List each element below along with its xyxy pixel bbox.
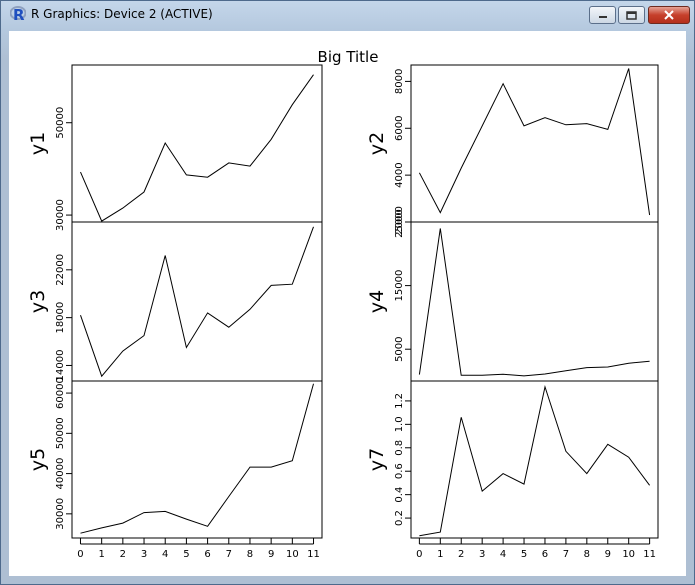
panel-y1-ytick-label: 50000	[55, 107, 66, 139]
panel-y5-xtick-label: 4	[162, 549, 168, 560]
chart-canvas: Big Title 3000050000y12000400060008000y2…	[27, 48, 659, 560]
panel-y5-ytick-label: 30000	[55, 498, 66, 530]
panel-y5-ytick-label: 40000	[55, 458, 66, 490]
panel-y7-frame	[410, 380, 659, 539]
panel-y5-ytick-label: 50000	[55, 417, 66, 449]
panel-y5-ylabel: y5	[27, 448, 49, 471]
panel-y7-xtick-label: 11	[643, 549, 656, 560]
panel-y4-ytick-label: 25000	[394, 206, 405, 238]
maximize-icon	[626, 10, 637, 20]
panel-y7-xtick-label: 7	[563, 549, 569, 560]
panel-y7-ylabel: y7	[366, 448, 388, 471]
chart-title: Big Title	[318, 48, 379, 66]
panel-y4-ylabel: y4	[366, 290, 388, 313]
svg-text:R: R	[13, 6, 25, 23]
panel-y3-ytick-label: 14000	[55, 350, 66, 382]
panel-y7-xtick-label: 3	[479, 549, 485, 560]
panel-y5-xtick-label: 11	[307, 549, 320, 560]
panel-y3-series-line	[80, 226, 314, 378]
panel-y7-series-line	[419, 384, 651, 537]
r-logo-icon[interactable]: R	[10, 5, 26, 23]
panel-y4-ytick-label: 5000	[394, 336, 405, 361]
panel-y7-ytick-label: 0.4	[394, 487, 405, 503]
maximize-button[interactable]	[618, 6, 645, 24]
panel-y2-frame	[410, 64, 659, 223]
panel-y3-ytick-label: 22000	[55, 254, 66, 286]
panel-y2-ylabel: y2	[366, 132, 388, 155]
panel-y5-series-line	[80, 383, 314, 534]
panel-y1-series-line	[80, 74, 314, 222]
panel-y3-ytick-label: 18000	[55, 302, 66, 334]
panel-y5-xtick-label: 8	[247, 549, 253, 560]
close-icon	[664, 10, 674, 20]
panel-y5-xtick-label: 6	[204, 549, 210, 560]
close-button[interactable]	[648, 6, 690, 24]
plot-area: Big Title 30000 50000 y1 2000 4000 6000 8000 y2…	[9, 31, 686, 576]
panel-y7-xtick-label: 6	[542, 549, 548, 560]
minimize-button[interactable]	[589, 6, 616, 24]
panel-y1-frame	[71, 64, 323, 223]
panel-y7-xtick-label: 5	[521, 549, 527, 560]
panel-y7-xtick-label: 1	[437, 549, 443, 560]
panel-y5-xtick-label: 0	[77, 549, 83, 560]
panel-y5-xtick-label: 9	[268, 549, 274, 560]
panel-y7-xtick-label: 0	[416, 549, 422, 560]
panel-y3-frame	[71, 221, 323, 382]
panel-y7-ytick-label: 0.8	[394, 440, 405, 456]
panel-y7-xtick-label: 2	[458, 549, 464, 560]
panel-y7-ytick-label: 1.0	[394, 416, 405, 432]
window-title: R Graphics: Device 2 (ACTIVE)	[31, 7, 213, 21]
panel-y7-xtick-label: 9	[605, 549, 611, 560]
panel-y1-ytick-label: 30000	[55, 199, 66, 231]
panel-y2-ytick-label: 4000	[394, 162, 405, 187]
panel-y4-ytick-label: 15000	[394, 270, 405, 302]
panel-y1-ylabel: y1	[27, 132, 49, 155]
panel-y4-series-line	[418, 228, 650, 377]
panel-y7-ytick-label: 0.2	[394, 510, 405, 526]
panel-y3-ylabel: y3	[27, 290, 49, 313]
panel-y7-xtick-label: 8	[584, 549, 590, 560]
panel-y7-xtick-label: 4	[500, 549, 506, 560]
panel-y5-xtick-label: 3	[141, 549, 147, 560]
panel-y2-ytick-label: 2000	[394, 209, 405, 234]
panel-y2-ytick-label: 6000	[394, 116, 405, 141]
panel-y7-xtick-label: 10	[622, 549, 635, 560]
panel-y4-frame	[410, 221, 659, 382]
panel-y5-frame	[71, 380, 323, 539]
panel-y5-xtick-label: 5	[183, 549, 189, 560]
panel-y5-ytick-label: 60000	[55, 377, 66, 409]
panel-y7-ytick-label: 0.6	[394, 463, 405, 479]
panel-y7-ytick-label: 1.2	[394, 393, 405, 409]
panel-y2-ytick-label: 8000	[394, 69, 405, 94]
panel-y2-series-line	[418, 68, 651, 216]
title-bar[interactable]: R R Graphics: Device 2 (ACTIVE)	[1, 1, 694, 29]
panel-y5-xtick-label: 7	[226, 549, 232, 560]
minimize-icon	[598, 16, 607, 18]
panel-y5-xtick-label: 10	[286, 549, 299, 560]
panel-y5-xtick-label: 1	[98, 549, 104, 560]
panel-y5-xtick-label: 2	[120, 549, 126, 560]
